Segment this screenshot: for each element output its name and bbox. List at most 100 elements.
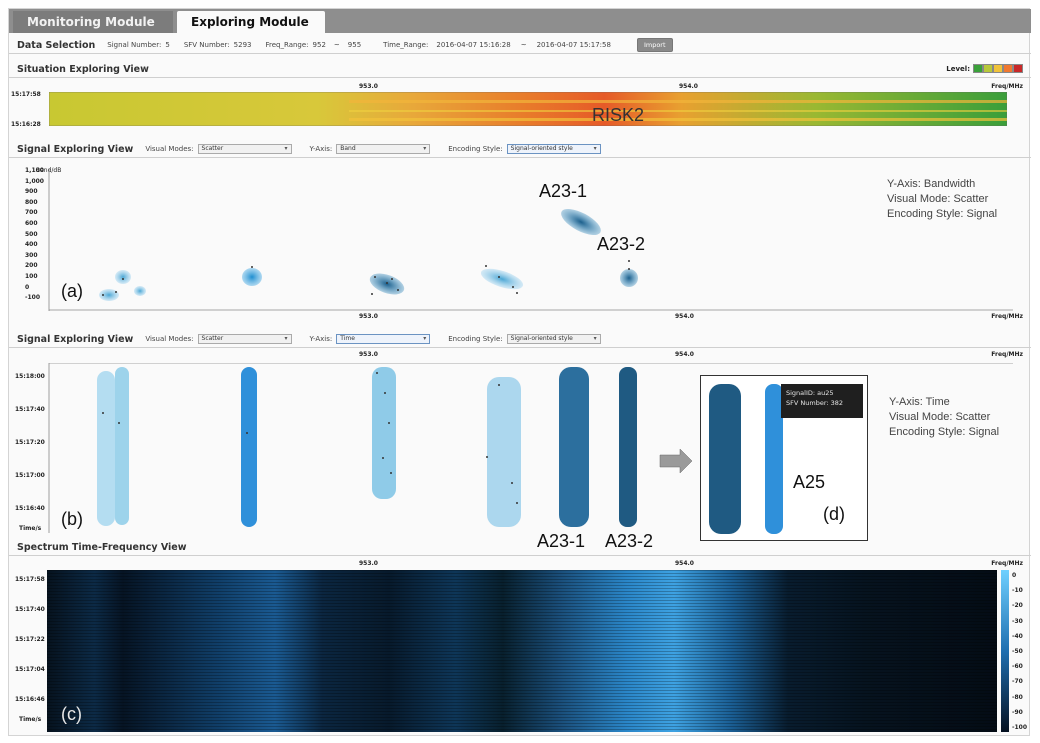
situation-heatmap[interactable]: 15:17:58 15:16:28 953.0 954.0 Freq/MHz <box>9 81 1031 141</box>
detail-strip-a23-1[interactable] <box>709 384 741 534</box>
band-cluster-4[interactable] <box>479 265 526 294</box>
situation-heat-strip <box>49 92 1007 126</box>
visual-modes-select-2[interactable]: Scatter <box>197 334 292 344</box>
band-cluster-2[interactable] <box>242 268 262 286</box>
level-swatch-4 <box>1003 64 1013 73</box>
situation-time-bottom: 15:16:28 <box>11 121 41 128</box>
time-scatter-plot <box>48 363 1013 533</box>
data-selection-title: Data Selection <box>17 39 96 51</box>
level-swatch-3 <box>993 64 1003 73</box>
y-axis-label-1: Y-Axis: <box>309 145 333 153</box>
sfv-number-value: 5293 <box>233 41 252 49</box>
time-strip-a23-2[interactable] <box>619 367 637 527</box>
band-cluster-1b[interactable] <box>115 270 131 284</box>
time-strip-1b[interactable] <box>115 367 129 525</box>
spectrum-time-frequency-view[interactable]: 953.0 954.0 Freq/MHz 15:17:58 15:17:40 15:… <box>9 558 1031 736</box>
colorbar-tick: 0 <box>1012 572 1017 579</box>
time-range-separator: ~ <box>520 41 527 49</box>
band-cluster-a23-1[interactable] <box>557 204 604 241</box>
band-cluster-1a[interactable] <box>99 289 119 301</box>
signal-detail-panel[interactable]: SignalID: au25 SFV Number: 382 A25 (d) <box>700 375 868 541</box>
colorbar-tick: -100 <box>1012 724 1028 731</box>
band-view-annotation: Y-Axis: Bandwidth Visual Mode: Scatter E… <box>887 177 997 222</box>
band-cluster-1c[interactable] <box>134 286 146 296</box>
spectrum-time-unit: Time/s <box>19 716 42 723</box>
spectrum-view-title: Spectrum Time-Frequency View <box>17 541 187 553</box>
situation-exploring-title: Situation Exploring View <box>17 63 149 75</box>
visual-modes-select-1[interactable]: Scatter <box>197 144 292 154</box>
time-strip-4[interactable] <box>487 377 521 527</box>
colorbar-tick: -90 <box>1012 708 1023 716</box>
detail-signal-plot <box>709 384 783 534</box>
panel-label-b: (b) <box>61 509 83 529</box>
band-annotation-line-1: Y-Axis: Bandwidth <box>887 178 976 190</box>
time-range-from-input[interactable]: 2016-04-07 15:16:28 <box>436 41 511 49</box>
spectrum-y-tick: 15:16:46 <box>15 696 45 703</box>
y-axis-label-2: Y-Axis: <box>309 335 333 343</box>
level-swatch-5 <box>1013 64 1023 73</box>
spectrum-y-tick: 15:17:04 <box>15 666 45 673</box>
time-strip-3[interactable] <box>372 367 396 499</box>
band-cluster-a23-2[interactable] <box>620 269 638 287</box>
signal-exploring-bar-2: Signal Exploring View Visual Modes: Scat… <box>9 331 1031 348</box>
band-annotation-line-3: Encoding Style: Signal <box>887 208 998 220</box>
spectrum-y-tick: 15:17:40 <box>15 606 45 613</box>
signal-exploring-title-1: Signal Exploring View <box>17 143 134 155</box>
time-view-annotation: Y-Axis: Time Visual Mode: Scatter Encodi… <box>889 395 999 440</box>
spectrum-y-tick: 15:17:22 <box>15 636 45 643</box>
time-axis-unit: Time/s <box>19 525 42 532</box>
spectrum-tick-953: 953.0 <box>359 560 378 567</box>
encoding-style-select-1[interactable]: Signal-oriented style <box>506 144 601 154</box>
signal-tooltip: SignalID: au25 SFV Number: 382 <box>781 384 863 418</box>
situation-tick-953: 953.0 <box>359 83 378 90</box>
time-strip-2[interactable] <box>241 367 257 527</box>
label-a25: A25 <box>793 472 826 492</box>
level-swatch-2 <box>983 64 993 73</box>
import-button[interactable]: Import <box>636 38 673 52</box>
time-range-to-input[interactable]: 2016-04-07 15:17:58 <box>536 41 611 49</box>
band-tick-953: 953.0 <box>359 313 378 320</box>
freq-range-from-input[interactable]: 952 <box>312 41 326 49</box>
panel-label-a: (a) <box>61 281 83 301</box>
time-tick-953: 953.0 <box>359 351 378 358</box>
band-y-tick: 600 <box>25 220 38 227</box>
band-label-a23-2: A23-2 <box>597 234 646 254</box>
band-y-tick: 100 <box>25 273 38 280</box>
spectrum-freq-unit: Freq/MHz <box>991 560 1023 567</box>
colorbar-tick: -10 <box>1012 587 1023 595</box>
band-y-tick: 700 <box>25 209 38 217</box>
tooltip-sfv-number: SFV Number: 382 <box>786 399 844 407</box>
time-strip-a23-1[interactable] <box>559 367 589 527</box>
y-axis-select-1[interactable]: Band <box>336 144 431 154</box>
encoding-style-select-2[interactable]: Signal-oriented style <box>506 334 601 344</box>
detail-arrow-icon <box>659 448 693 474</box>
freq-range-to-input[interactable]: 955 <box>347 41 362 49</box>
time-strip-1a[interactable] <box>97 371 115 526</box>
time-label-a23-1: A23-1 <box>537 531 586 551</box>
band-tick-954: 954.0 <box>675 313 694 320</box>
colorbar-tick: -50 <box>1012 648 1023 655</box>
risk-label: RISK2 <box>592 105 645 125</box>
y-axis-select-2[interactable]: Time <box>336 334 431 344</box>
visual-modes-label-2: Visual Modes: <box>145 335 194 343</box>
band-y-tick: -100 <box>25 294 41 302</box>
tab-exploring-module[interactable]: Exploring Module <box>177 11 325 33</box>
panel-label-d: (d) <box>823 504 845 524</box>
detail-strip-a25[interactable] <box>765 384 783 534</box>
situation-exploring-bar: Situation Exploring View Level: <box>9 61 1031 78</box>
time-freq-unit: Freq/MHz <box>991 351 1023 358</box>
band-y-tick: 800 <box>25 198 38 206</box>
time-y-tick: 15:16:40 <box>15 505 45 512</box>
colorbar-tick: -60 <box>1012 663 1023 671</box>
spectrum-colorbar <box>1001 570 1009 732</box>
time-annotation-line-3: Encoding Style: Signal <box>889 426 1000 438</box>
signal-scatter-time-view[interactable]: 953.0 954.0 Freq/MHz 15:18:00 15:17:40 15:… <box>9 349 1031 551</box>
tab-monitoring-module[interactable]: Monitoring Module <box>13 11 173 33</box>
freq-range-label: Freq_Range: <box>265 41 309 49</box>
time-y-tick: 15:18:00 <box>15 373 45 380</box>
spectrum-tick-954: 954.0 <box>675 560 694 567</box>
signal-scatter-band-view[interactable]: Band/dB 1,1001,0009008007006005004003002… <box>9 159 1031 329</box>
band-label-a23-1: A23-1 <box>539 181 588 201</box>
encoding-style-label-2: Encoding Style: <box>448 335 503 343</box>
spectrum-view-bar: Spectrum Time-Frequency View <box>9 539 1031 556</box>
